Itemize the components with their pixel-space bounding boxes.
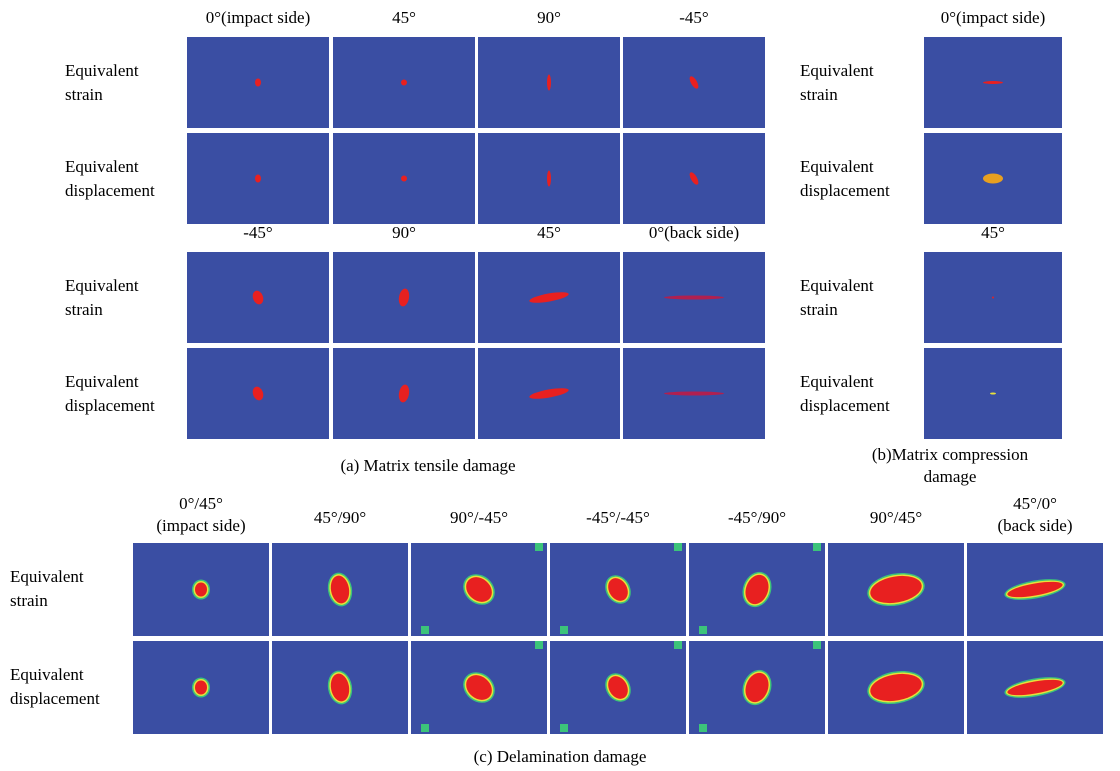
column-header: 45° xyxy=(392,8,416,27)
column-header: 90°/45° xyxy=(869,508,923,527)
damage-core xyxy=(466,675,492,700)
damage-core xyxy=(252,290,264,305)
row-label: Equivalent strain xyxy=(65,61,139,104)
damage-core xyxy=(255,174,261,183)
damage-core xyxy=(330,673,350,702)
column-header: 45°/90° xyxy=(313,508,367,527)
damage-core xyxy=(870,673,922,702)
row-label: Equivalent strain xyxy=(800,61,874,104)
damage-spot xyxy=(699,724,707,732)
column-header: 45°/0° (back side) xyxy=(997,494,1073,535)
damage-core xyxy=(529,292,569,303)
column-header: -45°/90° xyxy=(728,508,786,527)
damage-core xyxy=(398,288,410,307)
row-label: Equivalent displacement xyxy=(800,372,890,415)
damage-core xyxy=(401,79,407,86)
damage-core xyxy=(1007,581,1063,598)
damage-core xyxy=(990,392,996,395)
damage-spot xyxy=(813,543,821,551)
damage-core xyxy=(983,81,1003,84)
damage-core xyxy=(745,574,769,605)
damage-spot xyxy=(813,641,821,649)
damage-spot xyxy=(699,626,707,634)
column-header: 45° xyxy=(981,223,1005,242)
column-header: -45° xyxy=(679,8,709,27)
column-header: 0°(back side) xyxy=(648,223,740,242)
damage-spot xyxy=(421,626,429,634)
row-label: Equivalent displacement xyxy=(800,157,890,200)
damage-spot xyxy=(535,641,543,649)
damage-core xyxy=(547,170,551,187)
column-header: 90° xyxy=(537,8,561,27)
damage-core xyxy=(689,172,699,185)
damage-core xyxy=(252,386,264,401)
damage-spot xyxy=(421,724,429,732)
damage-core xyxy=(745,672,769,703)
damage-core xyxy=(401,175,407,182)
damage-core xyxy=(608,676,628,699)
damage-core xyxy=(195,582,207,597)
caption: (c) Delamination damage xyxy=(473,747,647,766)
damage-core xyxy=(195,680,207,695)
row-label: Equivalent displacement xyxy=(65,157,155,200)
damage-core xyxy=(529,388,569,399)
column-header: 0°(impact side) xyxy=(940,8,1046,27)
row-label: Equivalent strain xyxy=(65,276,139,319)
damage-spot xyxy=(674,641,682,649)
column-header: 90° xyxy=(392,223,416,242)
column-header: 45° xyxy=(537,223,561,242)
damage-core xyxy=(689,76,699,89)
column-header: -45° xyxy=(243,223,273,242)
column-header: 90°/-45° xyxy=(450,508,508,527)
damage-spot xyxy=(560,724,568,732)
column-header: 0°/45° (impact side) xyxy=(156,494,246,535)
caption: (a) Matrix tensile damage xyxy=(340,456,516,475)
damage-core xyxy=(547,74,551,91)
column-header: -45°/-45° xyxy=(586,508,650,527)
row-label: Equivalent displacement xyxy=(65,372,155,415)
caption: (b)Matrix compression damage xyxy=(871,445,1029,486)
column-header: 0°(impact side) xyxy=(205,8,311,27)
damage-core xyxy=(330,575,350,604)
damage-spot xyxy=(674,543,682,551)
row-label: Equivalent strain xyxy=(10,567,84,610)
damage-core xyxy=(466,577,492,602)
damage-core xyxy=(870,575,922,604)
damage-core xyxy=(398,384,410,403)
damage-spot xyxy=(560,626,568,634)
damage-core xyxy=(1007,679,1063,696)
row-label: Equivalent displacement xyxy=(10,665,100,708)
damage-core xyxy=(608,578,628,601)
damage-core xyxy=(664,391,724,396)
damage-core xyxy=(992,296,994,299)
damage-spot xyxy=(535,543,543,551)
damage-core xyxy=(255,78,261,87)
damage-core xyxy=(983,173,1003,184)
row-label: Equivalent strain xyxy=(800,276,874,319)
damage-core xyxy=(664,295,724,300)
